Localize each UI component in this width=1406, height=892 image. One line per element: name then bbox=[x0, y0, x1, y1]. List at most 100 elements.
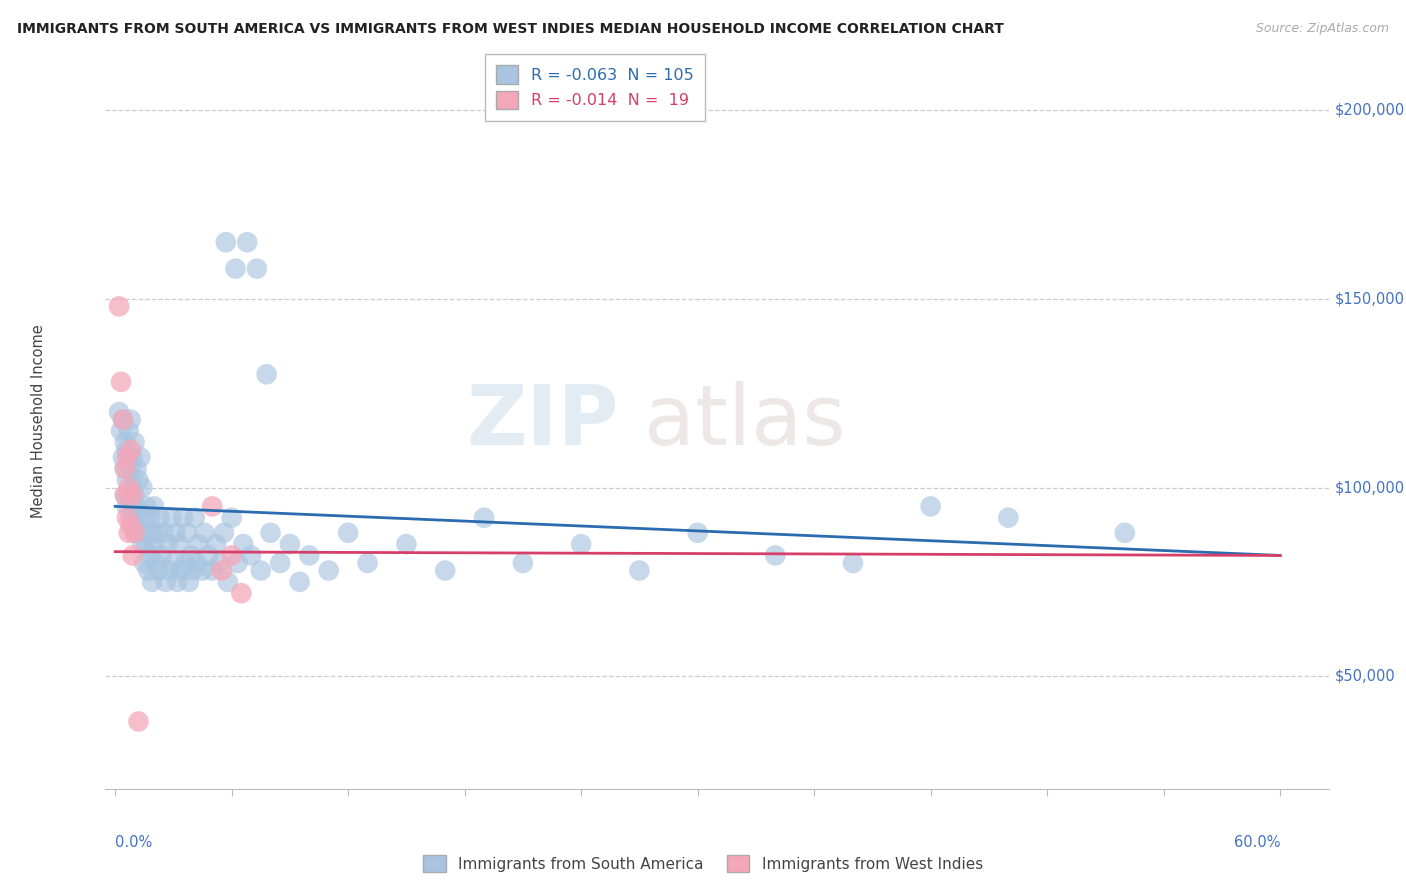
Point bbox=[152, 525, 174, 540]
Point bbox=[197, 549, 219, 563]
Point bbox=[125, 525, 148, 540]
Point bbox=[141, 574, 163, 589]
Text: $150,000: $150,000 bbox=[1334, 292, 1405, 306]
Point bbox=[118, 424, 141, 438]
Text: $100,000: $100,000 bbox=[1334, 480, 1405, 495]
Point bbox=[125, 461, 148, 475]
Point bbox=[472, 510, 495, 524]
Point bbox=[146, 525, 169, 540]
Point bbox=[129, 525, 152, 540]
Point bbox=[139, 549, 162, 563]
Point bbox=[160, 510, 183, 524]
Point bbox=[145, 556, 167, 570]
Point bbox=[628, 564, 651, 578]
Point bbox=[166, 574, 188, 589]
Point bbox=[181, 564, 204, 578]
Point bbox=[236, 235, 259, 250]
Point bbox=[136, 525, 159, 540]
Point bbox=[121, 500, 143, 514]
Point bbox=[121, 488, 143, 502]
Point bbox=[1114, 525, 1136, 540]
Point bbox=[686, 525, 709, 540]
Text: atlas: atlas bbox=[644, 381, 845, 462]
Point bbox=[146, 564, 169, 578]
Point bbox=[143, 500, 166, 514]
Point bbox=[159, 564, 181, 578]
Point bbox=[165, 525, 187, 540]
Point bbox=[174, 556, 197, 570]
Point bbox=[131, 537, 153, 551]
Point bbox=[125, 500, 148, 514]
Point bbox=[111, 412, 134, 426]
Point bbox=[201, 564, 224, 578]
Point bbox=[191, 564, 214, 578]
Point bbox=[114, 488, 136, 502]
Point bbox=[269, 556, 291, 570]
Point bbox=[111, 412, 134, 426]
Point bbox=[149, 510, 172, 524]
Point bbox=[356, 556, 378, 570]
Point bbox=[842, 556, 865, 570]
Point bbox=[127, 510, 149, 524]
Point bbox=[225, 261, 247, 276]
Point bbox=[278, 537, 301, 551]
Point bbox=[231, 586, 253, 600]
Point bbox=[124, 525, 146, 540]
Point bbox=[114, 488, 136, 502]
Point bbox=[120, 442, 142, 457]
Point bbox=[114, 461, 136, 475]
Point bbox=[920, 500, 942, 514]
Point bbox=[212, 525, 235, 540]
Point bbox=[997, 510, 1019, 524]
Text: Source: ZipAtlas.com: Source: ZipAtlas.com bbox=[1256, 22, 1389, 36]
Point bbox=[172, 510, 194, 524]
Point bbox=[134, 556, 156, 570]
Point bbox=[135, 537, 157, 551]
Point bbox=[108, 299, 131, 313]
Point bbox=[124, 518, 146, 533]
Point bbox=[118, 525, 141, 540]
Point bbox=[121, 450, 143, 465]
Point bbox=[240, 549, 263, 563]
Point bbox=[176, 525, 198, 540]
Point bbox=[162, 556, 184, 570]
Point bbox=[134, 510, 156, 524]
Point bbox=[111, 450, 134, 465]
Point bbox=[129, 450, 152, 465]
Point bbox=[167, 537, 190, 551]
Point bbox=[118, 481, 141, 495]
Text: 60.0%: 60.0% bbox=[1233, 835, 1279, 850]
Point bbox=[318, 564, 340, 578]
Point bbox=[120, 412, 142, 426]
Point bbox=[141, 525, 163, 540]
Point bbox=[124, 488, 146, 502]
Text: IMMIGRANTS FROM SOUTH AMERICA VS IMMIGRANTS FROM WEST INDIES MEDIAN HOUSEHOLD IN: IMMIGRANTS FROM SOUTH AMERICA VS IMMIGRA… bbox=[17, 22, 1004, 37]
Point bbox=[110, 375, 132, 389]
Point bbox=[221, 549, 243, 563]
Point bbox=[150, 549, 173, 563]
Point bbox=[115, 500, 138, 514]
Point bbox=[115, 442, 138, 457]
Point bbox=[139, 510, 162, 524]
Point bbox=[256, 368, 278, 382]
Point bbox=[115, 450, 138, 465]
Point bbox=[193, 525, 215, 540]
Point bbox=[217, 574, 239, 589]
Point bbox=[395, 537, 418, 551]
Point bbox=[155, 574, 177, 589]
Point bbox=[127, 473, 149, 487]
Point bbox=[121, 549, 143, 563]
Point bbox=[184, 510, 207, 524]
Point bbox=[136, 564, 159, 578]
Point bbox=[110, 424, 132, 438]
Point bbox=[156, 537, 179, 551]
Point bbox=[180, 549, 202, 563]
Point bbox=[208, 556, 231, 570]
Point bbox=[135, 500, 157, 514]
Point bbox=[131, 481, 153, 495]
Point bbox=[201, 500, 224, 514]
Point bbox=[246, 261, 269, 276]
Legend: Immigrants from South America, Immigrants from West Indies: Immigrants from South America, Immigrant… bbox=[415, 847, 991, 880]
Point bbox=[177, 574, 200, 589]
Point bbox=[108, 405, 131, 419]
